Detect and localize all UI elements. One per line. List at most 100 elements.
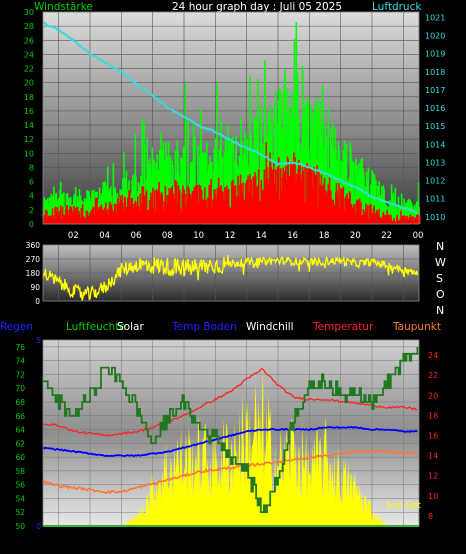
direction-line (42, 255, 419, 301)
gust-bar (275, 109, 278, 224)
wind-bar (140, 203, 142, 224)
wind-bar (220, 190, 223, 224)
wind-bar (383, 215, 385, 224)
climate-x-tick-label: 06 (131, 539, 142, 549)
wind-bar (153, 190, 156, 224)
direction-frame (42, 244, 420, 302)
humidity-tick-label: 64 (15, 426, 25, 435)
humidity-tick-label: 66 (15, 412, 25, 421)
wind-tick-label: 16 (24, 107, 34, 116)
gust-bar (377, 185, 379, 224)
pressure-tick-label: 1015 (425, 122, 445, 131)
wind-bar (390, 214, 392, 224)
direction-x-tick-label: 14 (256, 304, 266, 313)
gust-bar (380, 186, 383, 224)
wind-x-tick-label: 20 (350, 231, 361, 241)
direction-tick-label: 180 (26, 269, 41, 278)
gust-bar (201, 152, 204, 224)
temperature-line (42, 367, 418, 437)
wind-bar (185, 193, 187, 224)
gust-bar (304, 104, 306, 224)
legend-taupunkt: Taupunkt (392, 321, 441, 333)
wind-bar (402, 215, 404, 224)
gust-bar (327, 107, 330, 224)
gust-bar (160, 132, 162, 224)
wind-bar (396, 214, 399, 224)
wind-bar (105, 202, 107, 224)
gust-bar (392, 192, 395, 224)
wind-bar (331, 200, 333, 224)
soil-temperature-line (42, 425, 418, 458)
temperature-tick-label: 18 (428, 411, 438, 420)
wind-x-tick-label: 12 (225, 231, 236, 241)
wind-bar (249, 173, 251, 224)
wind-bar (158, 181, 160, 224)
wind-bar (338, 183, 340, 224)
gust-bar (43, 197, 46, 224)
wind-bar (81, 204, 84, 224)
wind-bar (287, 159, 289, 224)
wind-bar (61, 206, 64, 224)
climate-x-tick-label: 14 (256, 539, 267, 549)
wind-tick-label: 18 (24, 93, 34, 102)
legend-solar: Solar (117, 321, 144, 333)
temperature-tick-label: 22 (428, 371, 438, 380)
gust-bar (315, 98, 318, 224)
wind-x-tick-label: 04 (99, 231, 110, 241)
humidity-tick-label: 50 (15, 522, 25, 531)
pressure-axis-title: Luftdruck (372, 1, 422, 13)
wind-bar (70, 206, 73, 224)
gust-bar (358, 167, 361, 224)
gust-bar (194, 136, 196, 224)
wind-bar (76, 206, 79, 224)
pressure-tick-label: 1010 (425, 213, 445, 222)
wind-chart: 0246810121416182022242628301010101110121… (24, 8, 446, 241)
climate-x-tick-label: 04 (99, 539, 110, 549)
gust-bar (321, 85, 324, 224)
climate-x-tick-label: 16 (287, 539, 298, 549)
humidity-tick-label: 72 (15, 370, 25, 379)
direction-x-tick-label: 16 (288, 304, 298, 313)
wind-bar (276, 166, 279, 224)
gust-bar (106, 166, 109, 224)
legend-regen: Regen (0, 321, 33, 333)
gust-bar (141, 118, 143, 224)
dewpoint-line (42, 449, 418, 495)
wind-x-tick-label: 18 (319, 231, 330, 241)
wind-bar (294, 158, 296, 224)
wind-tick-label: 6 (29, 178, 34, 187)
pressure-tick-label: 1012 (425, 177, 445, 186)
climate-frame (42, 339, 420, 527)
gust-bar (408, 198, 410, 224)
gust-bar (215, 83, 218, 224)
wind-x-tick-label: 16 (287, 231, 298, 241)
pressure-tick-label: 1011 (425, 195, 445, 204)
wind-tick-label: 14 (24, 121, 34, 130)
direction-x-tick-label: 18 (319, 304, 329, 313)
chart-title: 24 hour graph day : Juli 05 2025 (172, 1, 342, 13)
gust-bar (50, 193, 53, 224)
direction-tick-label: 360 (26, 241, 41, 250)
gust-bar (74, 187, 77, 224)
gust-bar (151, 147, 154, 224)
humidity-tick-label: 70 (15, 384, 25, 393)
gust-bar (293, 38, 296, 225)
wind-x-tick-label: 14 (256, 231, 267, 241)
wind-bar (204, 187, 206, 224)
humidity-tick-label: 58 (15, 467, 25, 476)
wind-bar (46, 210, 48, 224)
wind-bar (257, 169, 260, 224)
gust-bar (184, 83, 187, 224)
wind-bar (304, 166, 306, 224)
direction-x-tick-label: 12 (225, 304, 235, 313)
direction-x-tick-label: 04 (100, 304, 110, 313)
wind-bar (406, 215, 409, 224)
wind-x-tick-label: 06 (131, 231, 142, 241)
pressure-tick-label: 1017 (425, 86, 445, 95)
gust-bar (353, 163, 355, 224)
direction-x-tick-label: 20 (350, 304, 360, 313)
wind-bar (141, 186, 143, 224)
compass-n-bottom: N (436, 304, 444, 317)
humidity-line (43, 346, 419, 514)
